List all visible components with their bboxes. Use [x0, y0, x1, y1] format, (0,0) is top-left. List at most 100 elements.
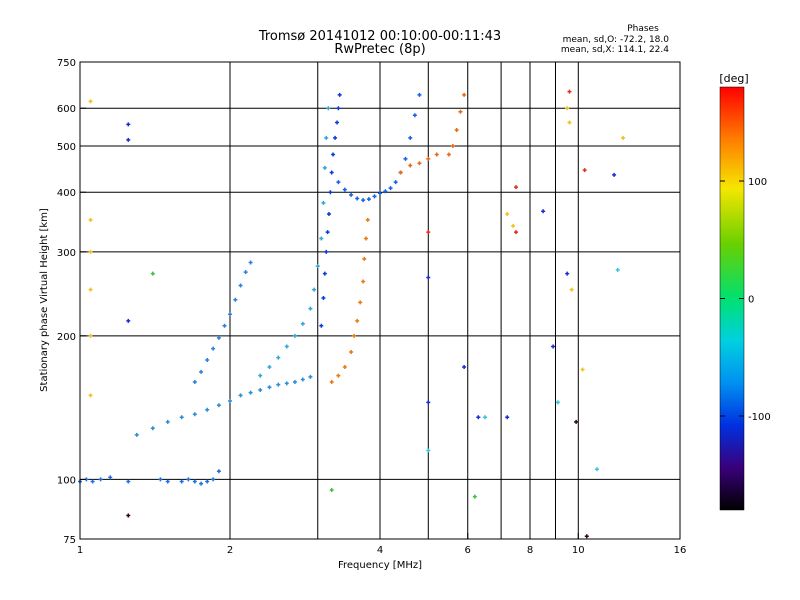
data-point	[186, 477, 191, 482]
data-point	[308, 374, 313, 379]
data-point	[324, 135, 329, 140]
data-point	[165, 419, 170, 424]
data-point	[337, 92, 342, 97]
data-point	[126, 318, 131, 323]
data-point	[192, 479, 197, 484]
data-point	[319, 323, 324, 328]
data-point	[88, 287, 93, 292]
data-point	[90, 479, 95, 484]
data-point	[326, 106, 331, 111]
data-point	[126, 122, 131, 127]
data-point	[567, 89, 572, 94]
data-point	[258, 373, 263, 378]
data-point	[336, 180, 341, 185]
data-point	[408, 135, 413, 140]
data-point	[108, 475, 113, 480]
data-point	[393, 180, 398, 185]
data-point	[514, 185, 519, 190]
data-point	[329, 380, 334, 385]
data-point	[567, 120, 572, 125]
data-point	[398, 170, 403, 175]
y-tick-label: 600	[57, 104, 76, 115]
data-point	[238, 283, 243, 288]
data-point	[621, 135, 626, 140]
data-point	[88, 217, 93, 222]
data-point	[150, 271, 155, 276]
y-tick-label: 75	[63, 535, 76, 546]
data-point	[417, 161, 422, 166]
data-point	[300, 321, 305, 326]
data-point	[276, 355, 281, 360]
data-point	[555, 400, 560, 405]
data-point	[312, 287, 317, 292]
x-tick-label: 2	[227, 545, 233, 556]
data-point	[216, 403, 221, 408]
data-point	[324, 249, 329, 254]
data-point	[551, 344, 556, 349]
data-point	[88, 99, 93, 104]
data-point	[458, 109, 463, 114]
data-point	[335, 120, 340, 125]
data-point	[426, 448, 431, 453]
x-axis-label: Frequency [MHz]	[338, 560, 422, 571]
data-point	[192, 412, 197, 417]
grid-lines	[80, 62, 680, 539]
data-point	[454, 128, 459, 133]
data-point	[292, 380, 297, 385]
data-point	[505, 415, 510, 420]
data-point	[426, 400, 431, 405]
data-point	[417, 92, 422, 97]
data-point	[426, 156, 431, 161]
data-point	[322, 165, 327, 170]
data-point	[366, 197, 371, 202]
data-point	[308, 306, 313, 311]
y-axis-label: Stationary phase Virtual Height [km]	[39, 208, 50, 392]
data-point	[319, 236, 324, 241]
data-point	[179, 415, 184, 420]
data-point	[205, 407, 210, 412]
data-point	[211, 477, 216, 482]
data-point	[222, 323, 227, 328]
phase-annotation-x: mean, sd,X: 114.1, 22.4	[561, 45, 669, 55]
y-tick-label: 300	[57, 248, 76, 259]
data-point	[342, 365, 347, 370]
data-point	[472, 494, 477, 499]
x-tick-label: 4	[377, 545, 383, 556]
data-point	[336, 373, 341, 378]
data-point	[408, 163, 413, 168]
data-point	[199, 369, 204, 374]
data-point	[615, 267, 620, 272]
data-point	[205, 357, 210, 362]
data-point	[248, 260, 253, 265]
data-point	[267, 365, 272, 370]
data-point	[228, 312, 232, 317]
data-point	[333, 135, 338, 140]
data-point	[98, 477, 103, 482]
data-points	[78, 89, 626, 539]
data-point	[126, 479, 131, 484]
x-tick-label: 1	[77, 545, 83, 556]
colorbar-tick-label: 100	[748, 177, 767, 188]
data-point	[361, 279, 366, 284]
data-point	[403, 156, 408, 161]
data-point	[192, 380, 197, 385]
data-point	[329, 488, 334, 493]
data-point	[462, 92, 467, 97]
data-point	[322, 271, 327, 276]
data-point	[134, 432, 139, 437]
data-point	[574, 419, 579, 424]
plot-frame	[79, 61, 681, 540]
data-point	[276, 382, 281, 387]
data-point	[336, 106, 341, 111]
data-point	[612, 172, 617, 177]
data-point	[321, 296, 326, 301]
data-point	[267, 385, 272, 390]
data-point	[446, 152, 451, 157]
data-point	[584, 534, 589, 539]
x-tick-label: 10	[572, 545, 585, 556]
data-point	[565, 271, 570, 276]
data-point	[88, 333, 93, 338]
data-point	[243, 270, 248, 275]
data-point	[511, 223, 516, 228]
